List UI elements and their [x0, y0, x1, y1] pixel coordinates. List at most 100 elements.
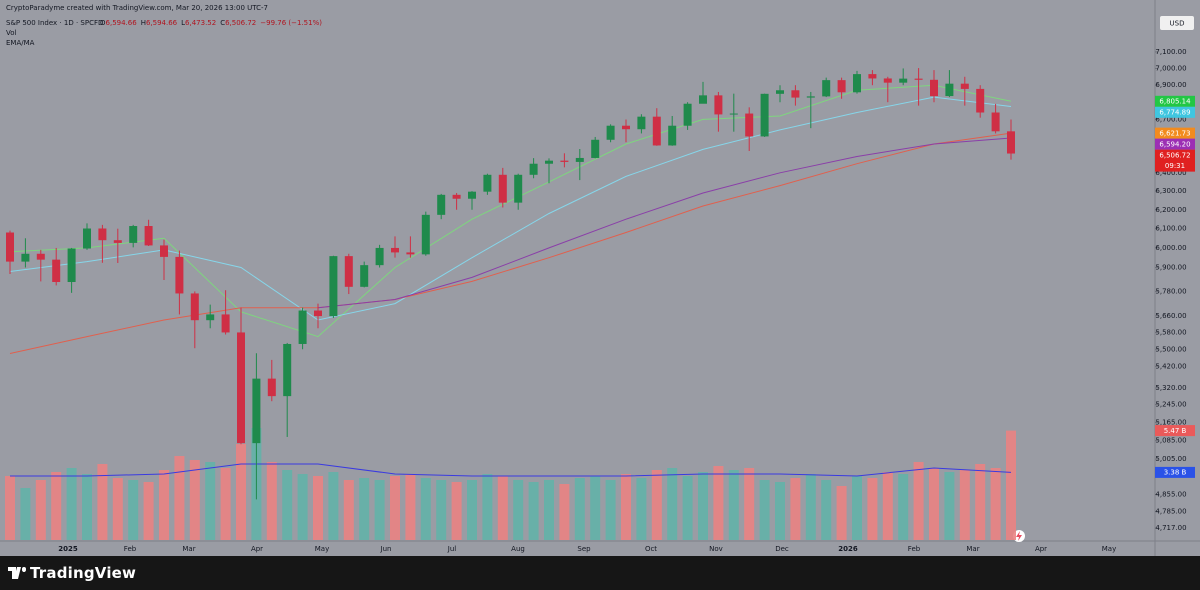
y-tick-label: 5,005.00: [1155, 455, 1186, 463]
volume-bar: [112, 478, 123, 540]
y-tick-label: 6,400.00: [1155, 169, 1186, 177]
candle-body: [144, 226, 153, 246]
price-label-bg: [1155, 149, 1195, 172]
x-tick-label: Mar: [966, 545, 979, 553]
volume-bar: [35, 480, 46, 540]
candle-body: [514, 174, 523, 203]
candle-body: [760, 93, 769, 137]
y-tick-label: 5,660.00: [1155, 312, 1186, 320]
candle-body: [1007, 131, 1015, 154]
price-label: 6,594.20: [1159, 140, 1190, 148]
y-tick-label: 6,700.00: [1155, 115, 1186, 123]
currency[interactable]: USD: [1170, 20, 1185, 28]
x-tick-label: Jun: [380, 545, 392, 553]
x-tick-label: Aug: [511, 545, 525, 553]
candle-body: [652, 116, 661, 146]
x-tick-label: 2026: [838, 545, 858, 553]
volume-bar: [328, 472, 339, 540]
x-tick-label: May: [1102, 545, 1116, 553]
ohlc-key: L: [181, 19, 185, 27]
candle-body: [391, 247, 399, 253]
volume-bar: [436, 480, 447, 540]
volume-label: 5.47 B: [1164, 427, 1187, 435]
volume-bar: [82, 474, 92, 540]
volume-bar: [5, 476, 15, 540]
y-tick-label: 6,300.00: [1155, 187, 1186, 195]
x-tick-label: Feb: [124, 545, 137, 553]
candle-body: [283, 343, 292, 397]
candle-body: [683, 103, 692, 126]
x-tick-label: Oct: [645, 545, 657, 553]
y-tick-label: 5,900.00: [1155, 264, 1186, 272]
ohlc-value: 6,594.66: [146, 19, 178, 27]
candle-body: [960, 83, 969, 89]
volume-bar: [636, 478, 647, 540]
volume-bar: [159, 470, 169, 540]
y-tick-label: 4,785.00: [1155, 507, 1186, 515]
ohlc-key: C: [220, 19, 225, 27]
candle-body: [421, 214, 430, 255]
y-tick-label: 5,780.00: [1155, 287, 1186, 295]
moving-average: [9, 96, 1012, 321]
ohlc-key: H: [141, 19, 146, 27]
candle-body: [190, 293, 199, 321]
volume-bar: [975, 464, 986, 540]
candle-body: [914, 78, 923, 80]
price-label-bg: [1155, 95, 1195, 107]
volume-bar: [220, 468, 231, 540]
volume-bar: [482, 474, 493, 540]
volume-label-bg: [1155, 425, 1195, 437]
x-tick-label: Dec: [775, 545, 789, 553]
brand: TradingView: [30, 564, 137, 582]
volume-bar: [929, 468, 939, 540]
y-tick-label: 5,245.00: [1155, 401, 1186, 409]
y-tick-label: 4,855.00: [1155, 491, 1186, 499]
ohlc-key: O: [100, 19, 106, 27]
volume-bar: [867, 478, 878, 540]
candle-body: [791, 90, 800, 98]
volume-bar: [1006, 430, 1016, 540]
candle-body: [267, 378, 276, 397]
x-tick-label: 2025: [58, 545, 78, 553]
candle-body: [637, 116, 646, 130]
volume-bar: [959, 470, 970, 540]
logo: [8, 567, 26, 579]
candle-body: [899, 78, 908, 83]
volume-bar: [944, 472, 955, 540]
y-tick-label: 5,420.00: [1155, 362, 1186, 370]
candle-body: [976, 88, 985, 113]
x-tick-label: Jul: [447, 545, 457, 553]
symbol: S&P 500 Index · 1D · SPCFD: [6, 19, 103, 27]
volume-bar: [343, 480, 354, 540]
volume-bar: [713, 466, 724, 540]
volume-bar: [990, 468, 1001, 540]
x-tick-label: Feb: [908, 545, 921, 553]
chart: CryptoParadyme created with TradingView.…: [0, 0, 1200, 556]
volume-bar: [744, 468, 755, 540]
candle-body: [314, 310, 322, 317]
ohlc-value: 6,473.52: [185, 19, 216, 27]
volume-bar: [297, 474, 308, 540]
volume-ma: [10, 463, 1012, 477]
x-tick-label: Apr: [251, 545, 263, 553]
y-tick-label: 5,320.00: [1155, 384, 1186, 392]
volume-bar: [390, 476, 400, 540]
ohlc-value: 6,594.66: [106, 19, 138, 27]
candle-body: [344, 256, 353, 287]
candle-body: [622, 125, 630, 130]
ohlc-value: 6,506.72: [225, 19, 256, 27]
volume-bar: [20, 488, 31, 540]
volume-bar: [313, 476, 323, 540]
y-tick-label: 6,000.00: [1155, 244, 1186, 252]
volume-bar: [574, 478, 585, 540]
volume-bar: [143, 482, 154, 540]
volume-bar: [405, 474, 416, 540]
y-tick-label: 7,100.00: [1155, 48, 1186, 56]
volume-bar: [559, 484, 570, 540]
y-tick-label: 4,717.00: [1155, 524, 1186, 532]
currency-button[interactable]: [1160, 16, 1194, 30]
candle-body: [452, 194, 461, 199]
volume-bar: [605, 480, 616, 540]
candle-body: [714, 95, 723, 115]
